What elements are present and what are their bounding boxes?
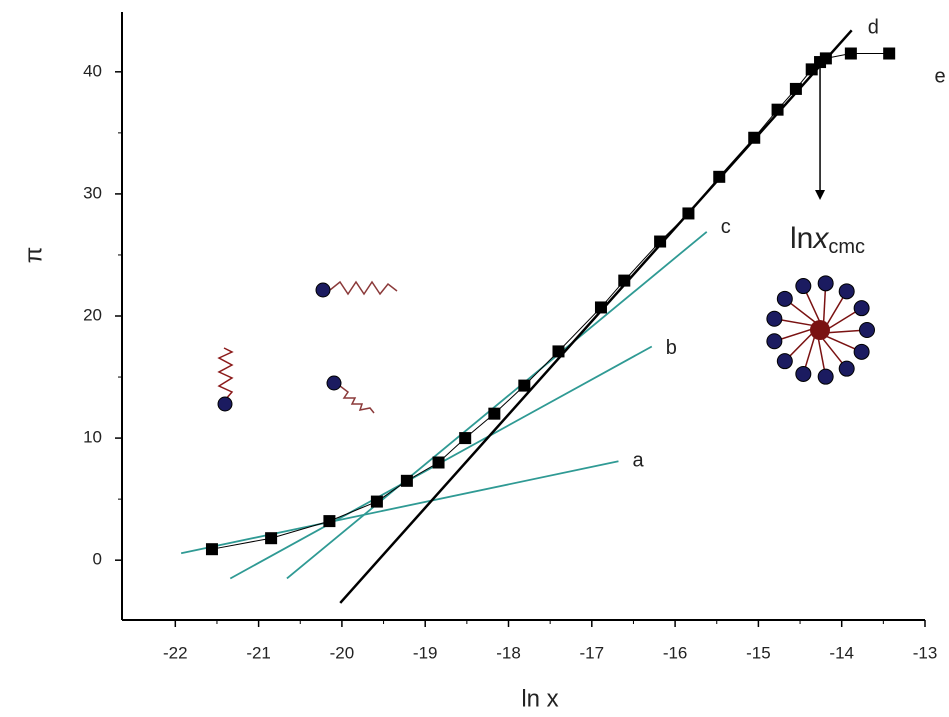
fit-label: b xyxy=(666,337,677,359)
head xyxy=(776,290,793,307)
head xyxy=(217,396,233,412)
arrow-head xyxy=(815,190,826,201)
data-point xyxy=(323,515,336,528)
data-point xyxy=(265,532,278,545)
cmc-label: lnxcmc xyxy=(790,222,865,258)
data-point xyxy=(594,301,607,314)
data-point xyxy=(654,235,667,248)
x-tick-label: -22 xyxy=(163,643,188,662)
head xyxy=(326,375,342,391)
data-point xyxy=(552,345,565,358)
fit-label: c xyxy=(721,216,731,238)
x-tick-label: -18 xyxy=(496,643,521,662)
x-tick-label: -13 xyxy=(913,643,938,662)
data-point xyxy=(518,379,531,392)
data-point xyxy=(432,456,445,469)
data-point xyxy=(771,103,784,116)
head xyxy=(315,282,331,298)
fit-label: a xyxy=(632,450,644,472)
core xyxy=(810,320,830,340)
y-tick-label: 0 xyxy=(93,550,102,569)
head xyxy=(776,353,793,370)
data-point xyxy=(370,495,383,508)
y-tick-label: 20 xyxy=(83,305,102,324)
head xyxy=(766,310,783,327)
head xyxy=(795,278,812,295)
x-tick-label: -14 xyxy=(829,643,854,662)
fit-label: d xyxy=(868,17,879,39)
fit-line xyxy=(180,460,619,555)
head xyxy=(817,275,834,292)
y-tick-label: 30 xyxy=(83,183,102,202)
data-point xyxy=(459,432,472,445)
data-point xyxy=(205,543,218,556)
plateau-label: e xyxy=(934,65,945,87)
head xyxy=(853,300,870,317)
head xyxy=(795,365,812,382)
tail xyxy=(339,385,375,414)
y-axis-label: π xyxy=(20,247,47,264)
x-axis-label: ln x xyxy=(521,685,558,712)
data-point xyxy=(713,170,726,183)
y-tick-label: 40 xyxy=(83,61,102,80)
data-point xyxy=(819,52,832,65)
data-point xyxy=(883,47,896,60)
data-point xyxy=(400,474,413,487)
x-tick-label: -15 xyxy=(746,643,771,662)
tail xyxy=(217,347,234,401)
x-tick-label: -17 xyxy=(580,643,605,662)
tail xyxy=(329,280,398,296)
head xyxy=(766,333,783,350)
x-tick-label: -16 xyxy=(663,643,688,662)
surfactant-cartoons xyxy=(217,275,875,414)
data-point xyxy=(789,82,802,95)
cmc-label-base: ln xyxy=(790,222,813,255)
data-point xyxy=(748,131,761,144)
x-tick-label: -21 xyxy=(246,643,271,662)
x-tick-label: -20 xyxy=(330,643,355,662)
data-point xyxy=(618,274,631,287)
cmc-label-sub: cmc xyxy=(828,236,865,258)
data-point xyxy=(844,47,857,60)
head xyxy=(853,343,870,360)
fit-line xyxy=(286,231,708,580)
head xyxy=(838,360,855,377)
fit-line xyxy=(339,29,853,604)
data-point xyxy=(488,407,501,420)
head xyxy=(838,283,855,300)
head xyxy=(817,368,834,385)
cmc-label-var: x xyxy=(811,222,829,255)
head xyxy=(859,322,875,338)
x-tick-label: -19 xyxy=(413,643,438,662)
y-tick-label: 10 xyxy=(83,428,102,447)
data-point xyxy=(682,207,695,220)
